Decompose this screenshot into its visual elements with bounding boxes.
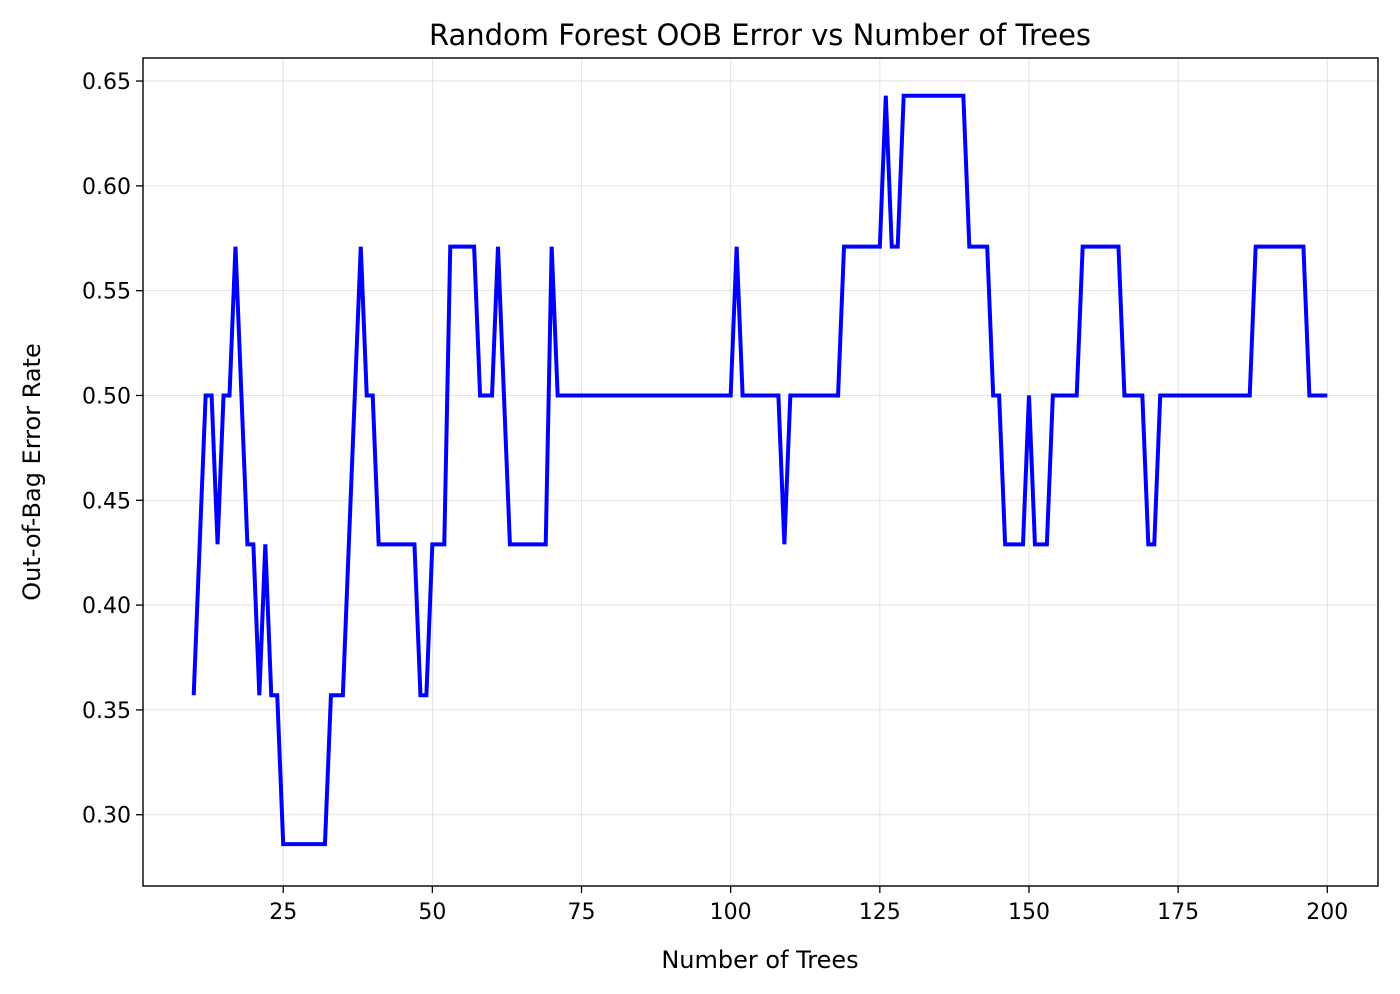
plot-frame	[142, 57, 1379, 887]
chart-title: Random Forest OOB Error vs Number of Tre…	[429, 18, 1091, 52]
series-layer	[191, 93, 1328, 847]
y-tick-label: 0.35	[82, 699, 131, 724]
y-tick-label: 0.60	[82, 175, 131, 200]
y-tick-label: 0.40	[82, 594, 131, 619]
y-tick-label: 0.45	[82, 489, 131, 514]
x-tick-label: 50	[418, 900, 446, 925]
y-tick-label: 0.50	[82, 384, 131, 409]
x-tick-label: 150	[1008, 900, 1050, 925]
x-tick-label: 175	[1157, 900, 1199, 925]
y-tick-label: 0.65	[82, 70, 131, 95]
y-axis-label: Out-of-Bag Error Rate	[18, 343, 46, 600]
series-line-0	[191, 93, 1328, 847]
x-tick-label: 200	[1306, 900, 1348, 925]
y-tick-label: 0.55	[82, 280, 131, 305]
x-tick-label: 25	[269, 900, 297, 925]
x-tick-label: 75	[568, 900, 596, 925]
x-tick-label: 100	[710, 900, 752, 925]
x-axis-ticks: 25 50 75 100 125 150 175 200	[269, 886, 1348, 925]
y-axis-ticks: 0.30 0.35 0.40 0.45 0.50 0.55 0.60 0.65	[82, 70, 143, 829]
x-tick-label: 125	[859, 900, 901, 925]
y-tick-label: 0.30	[82, 804, 131, 829]
x-axis-label: Number of Trees	[661, 946, 858, 974]
